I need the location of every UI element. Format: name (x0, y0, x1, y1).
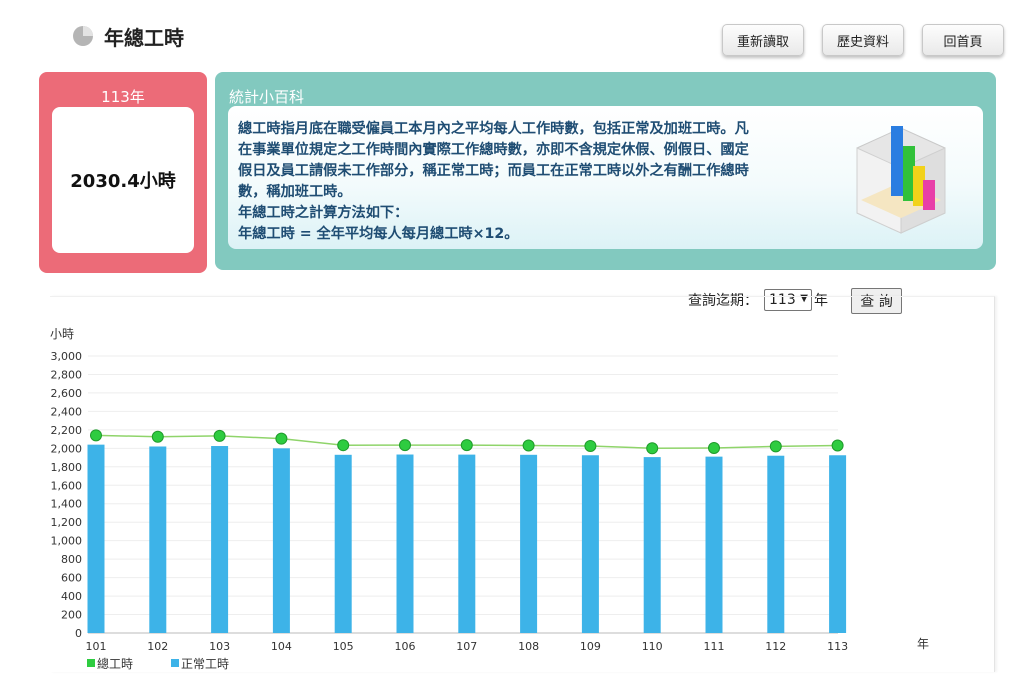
wiki-line: 假日及員工請假未工作部分，稱正常工時；而員工在正常工時以外之有酬工作總時 (238, 163, 749, 179)
y-tick-label: 1,000 (51, 535, 83, 548)
y-axis-label: 小時 (50, 327, 74, 341)
chevron-down-icon: ▼ (800, 293, 808, 304)
y-tick-label: 1,200 (51, 516, 83, 529)
x-tick-label: 103 (209, 640, 230, 653)
y-axis-ticks: 0 200 400 600 800 1,000 1,200 1,400 1,600 1,800 2,… (51, 350, 83, 640)
total-hours-point (708, 441, 720, 454)
bar-regular-hours (643, 457, 661, 633)
y-tick-label: 2,000 (51, 442, 83, 455)
total-hours-point (337, 439, 350, 452)
y-tick-label: 1,400 (51, 498, 83, 511)
year-label: 113年 (101, 88, 145, 106)
legend-label-regular: 正常工時 (181, 657, 229, 671)
reload-button[interactable]: 重新讀取 (722, 24, 804, 56)
chart-frame (50, 296, 995, 672)
y-tick-label: 2,200 (51, 424, 83, 437)
bar-regular-hours (87, 444, 105, 633)
x-tick-label: 112 (765, 640, 786, 653)
wiki-line: 在事業單位規定之工作時間內實際工作總時數，亦即不含規定休假、例假日、國定 (238, 142, 749, 158)
page-header: 年總工時 (72, 22, 184, 50)
wiki-text: 總工時指月底在職受僱員工本月內之平均每人工作時數，包括正常及加班工時。凡 在事業… (238, 119, 838, 245)
x-tick-label: 109 (580, 640, 601, 653)
wiki-line: 年總工時 = 全年平均每人每月總工時×12。 (238, 226, 519, 242)
y-tick-label: 400 (61, 590, 82, 603)
bar-regular-hours (458, 454, 476, 633)
x-tick-label: 110 (642, 640, 663, 653)
total-hours-point (646, 442, 659, 455)
y-tick-label: 2,600 (51, 387, 83, 400)
bar-chart-3d-icon (856, 126, 946, 234)
x-axis-ticks: 101 102 103 104 105 106 107 108 109 110 111 112 113 (86, 640, 849, 653)
pie-chart-icon (73, 26, 93, 46)
legend: 總工時 正常工時 (87, 656, 229, 671)
x-tick-label: 113 (827, 640, 848, 653)
total-hours-point (584, 439, 597, 452)
y-tick-label: 1,600 (51, 479, 83, 492)
history-button[interactable]: 歷史資料 (822, 24, 904, 56)
x-tick-label: 105 (333, 640, 354, 653)
wiki-line: 總工時指月底在職受僱員工本月內之平均每人工作時數，包括正常及加班工時。凡 (238, 121, 749, 137)
bars (87, 444, 847, 633)
page-title: 年總工時 (104, 25, 184, 50)
total-hours-point (522, 439, 535, 452)
x-tick-label: 107 (456, 640, 477, 653)
bar-regular-hours (705, 456, 723, 633)
query-suffix: 年 (814, 293, 828, 309)
y-tick-label: 2,400 (51, 405, 83, 418)
total-hours-point (769, 440, 782, 453)
legend-label-total: 總工時 (97, 656, 133, 671)
bar-regular-hours (767, 455, 785, 633)
y-tick-label: 2,800 (51, 368, 83, 381)
bar-regular-hours (149, 446, 167, 633)
legend-swatch-regular (171, 659, 179, 667)
y-tick-label: 600 (61, 572, 82, 585)
total-hours-point (831, 439, 844, 452)
home-button[interactable]: 回首頁 (922, 24, 1004, 56)
bar-regular-hours (272, 448, 290, 633)
total-hours-point (399, 439, 411, 452)
bar-regular-hours (211, 446, 229, 633)
y-tick-label: 200 (61, 609, 82, 622)
line-series (90, 429, 844, 455)
y-tick-label: 3,000 (51, 350, 83, 363)
y-tick-label: 0 (75, 627, 82, 640)
x-tick-label: 101 (86, 640, 107, 653)
bar-regular-hours (396, 454, 414, 633)
x-axis-label: 年 (917, 637, 929, 651)
annual-hours-value: 2030.4小時 (52, 107, 194, 253)
bar-regular-hours (520, 454, 538, 633)
bar-regular-hours (334, 454, 352, 633)
x-tick-label: 108 (518, 640, 539, 653)
query-label: 查詢迄期： (688, 293, 758, 309)
total-hours-point (275, 432, 288, 445)
total-hours-point (90, 429, 102, 442)
year-summary-card: 113年 2030.4小時 (39, 72, 207, 273)
x-tick-label: 104 (271, 640, 292, 653)
wiki-content-box: 總工時指月底在職受僱員工本月內之平均每人工作時數，包括正常及加班工時。凡 在事業… (228, 106, 983, 249)
total-hours-point (213, 429, 226, 442)
total-hours-point (460, 439, 473, 452)
query-button[interactable]: 查 詢 (851, 288, 902, 314)
wiki-title: 統計小百科 (229, 88, 305, 106)
bar-regular-hours (581, 455, 599, 633)
wiki-line: 數，稱加班工時。 (238, 184, 352, 200)
y-tick-label: 1,800 (51, 461, 83, 474)
wiki-line: 年總工時之計算方法如下： (238, 205, 409, 221)
legend-swatch-total (87, 659, 95, 667)
statistics-wiki-card: 統計小百科 總工時指月底在職受僱員工本月內之平均每人工作時數，包括正常及加班工時… (215, 72, 996, 270)
y-tick-label: 800 (61, 553, 82, 566)
x-tick-label: 102 (147, 640, 168, 653)
total-hours-point (151, 430, 164, 443)
x-tick-label: 106 (395, 640, 416, 653)
bar-regular-hours (829, 455, 847, 633)
x-tick-label: 111 (704, 640, 725, 653)
